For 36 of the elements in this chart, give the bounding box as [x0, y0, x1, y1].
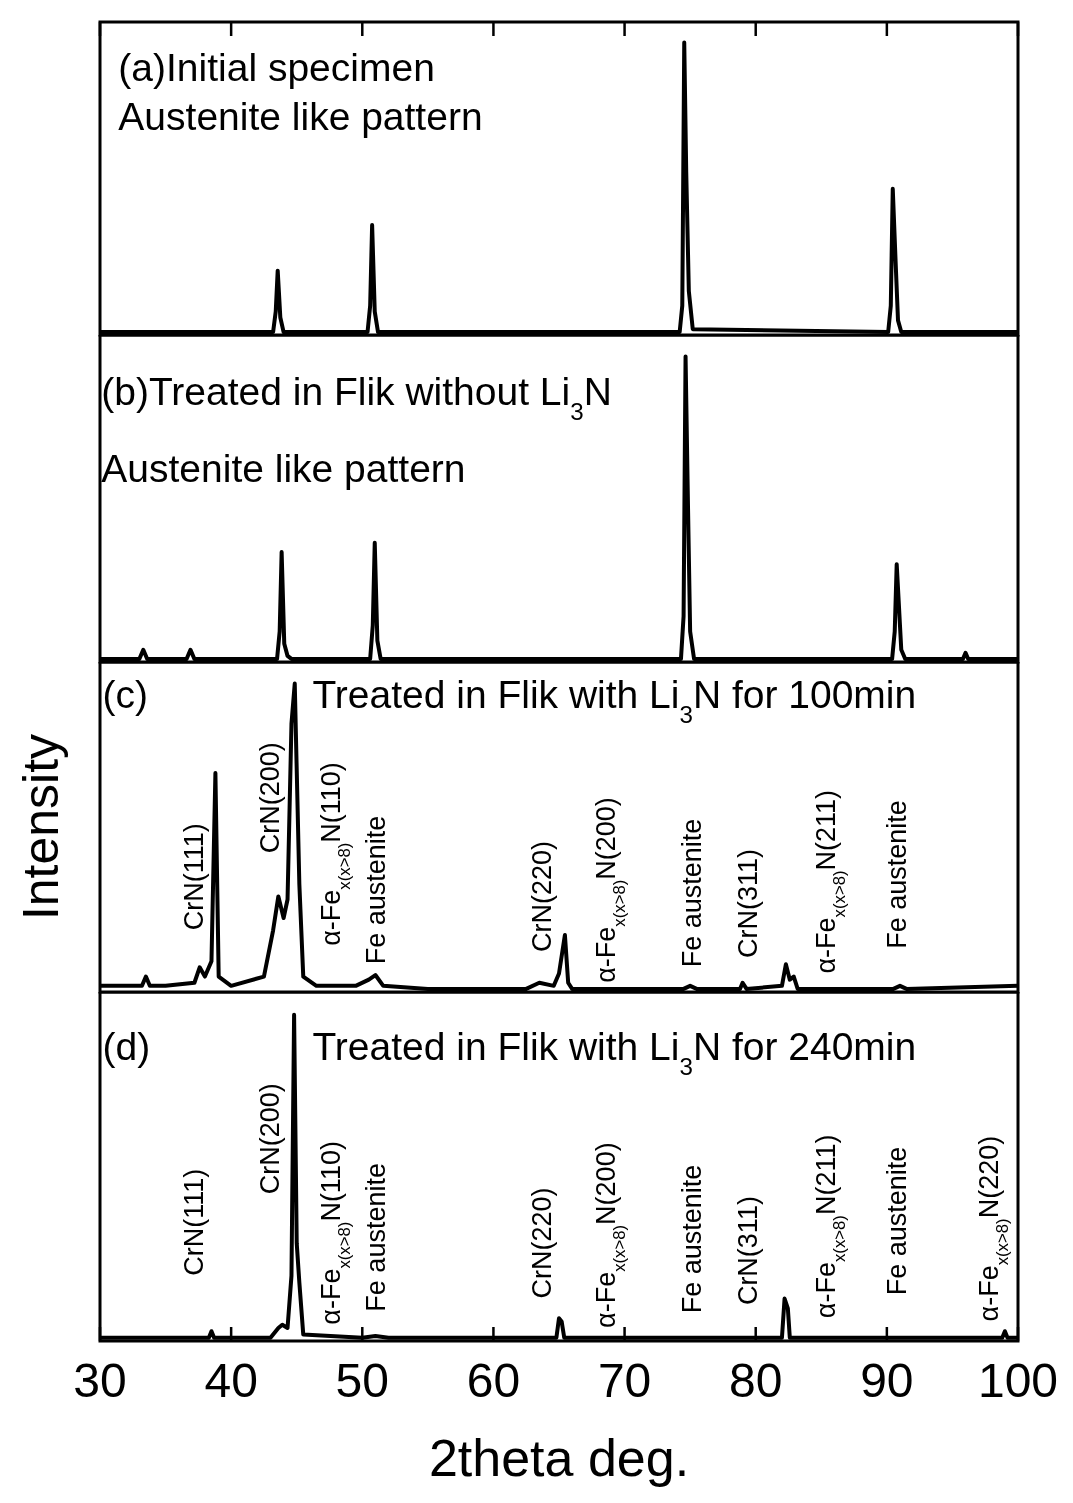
- annotation: CrN(220): [526, 1187, 557, 1299]
- annotation: CrN(111): [179, 823, 210, 931]
- annotation: CrN(220): [526, 840, 557, 952]
- annotation: Fe austenite: [882, 800, 913, 949]
- annotation: (a)Initial specimen: [118, 45, 435, 89]
- annotation: α-Fex(x>8)N(110): [315, 1141, 354, 1325]
- x-axis-title: 2theta deg.: [428, 1429, 690, 1488]
- annotation: CrN(200): [255, 1083, 286, 1195]
- annotation: CrN(311): [732, 849, 763, 959]
- annotation: Fe austenite: [361, 1163, 392, 1312]
- annotation: CrN(311): [732, 1196, 763, 1306]
- x-tick-label: 70: [597, 1354, 652, 1408]
- annotation: α-Fex(x>8)N(200): [590, 797, 630, 983]
- annotation: Fe austenite: [677, 1164, 708, 1314]
- annotation: CrN(200): [255, 742, 286, 854]
- y-axis-title: Intensity: [13, 733, 69, 921]
- x-tick-label: 60: [466, 1354, 521, 1408]
- annotation: α-Fex(x>8)N(220): [973, 1135, 1013, 1322]
- x-tick-label: 40: [204, 1354, 258, 1408]
- x-tick-label: 50: [335, 1354, 389, 1408]
- x-tick-label: 90: [860, 1354, 914, 1408]
- annotation: α-Fex(x>8)N(110): [315, 762, 354, 946]
- annotation: α-Fex(x>8)N(200): [590, 1142, 630, 1328]
- x-tick-label: 100: [977, 1354, 1059, 1408]
- annotation: Fe austenite: [361, 815, 392, 965]
- x-tick-label: 30: [73, 1354, 127, 1408]
- annotation: Austenite like pattern: [101, 446, 466, 490]
- annotation: (d): [102, 1025, 151, 1069]
- annotation: CrN(111): [179, 1168, 210, 1276]
- annotation: α-Fex(x>8)N(211): [811, 789, 850, 974]
- x-tick-label: 80: [729, 1354, 783, 1408]
- annotation: Fe austenite: [677, 818, 708, 968]
- annotation: (c): [102, 673, 149, 717]
- annotation: Fe austenite: [882, 1146, 913, 1296]
- annotation: α-Fex(x>8)N(211): [811, 1134, 850, 1319]
- annotation: Austenite like pattern: [118, 95, 483, 139]
